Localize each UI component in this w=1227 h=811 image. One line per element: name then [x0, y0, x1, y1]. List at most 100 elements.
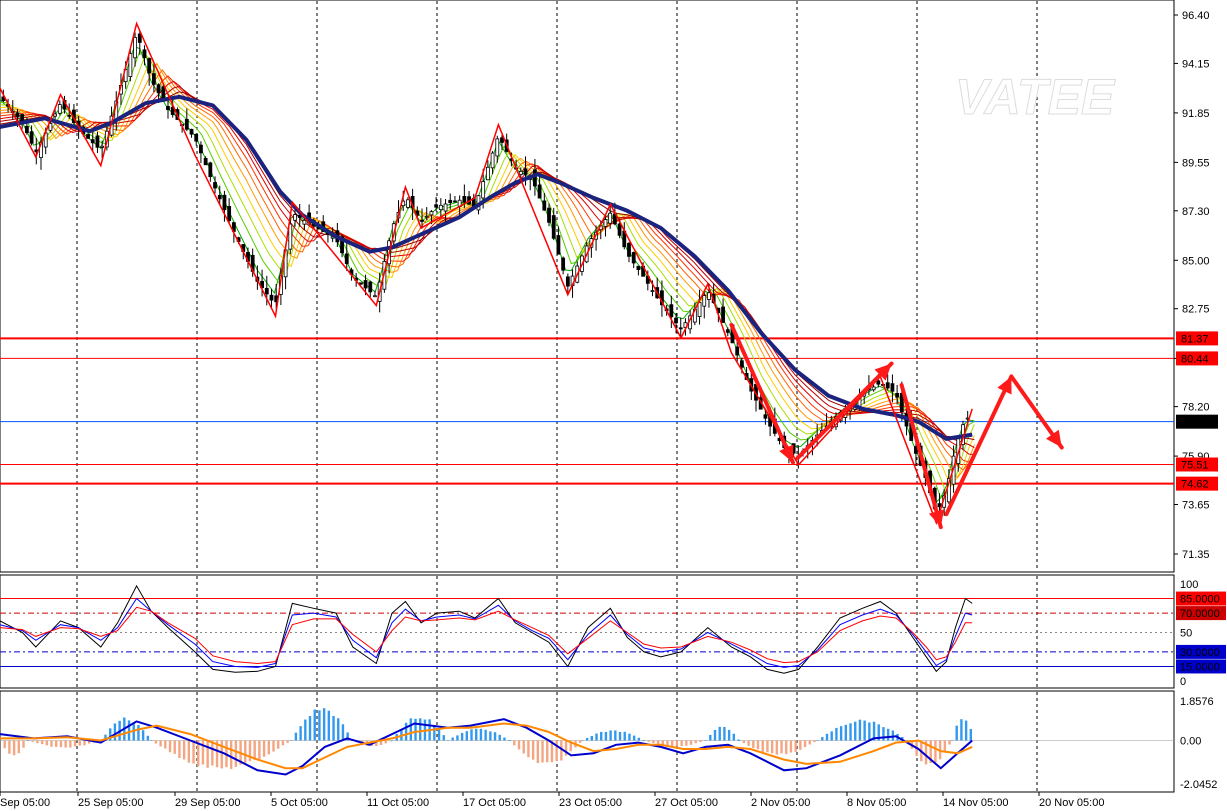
candle-body — [406, 199, 410, 208]
candle-body — [556, 235, 561, 255]
macd-histogram-bar — [825, 733, 829, 741]
candle-body — [937, 503, 942, 508]
price-label-text: 75.51 — [1181, 459, 1209, 471]
candle-body — [434, 204, 439, 208]
macd-histogram-bar — [770, 740, 774, 754]
macd-histogram-bar — [964, 720, 968, 741]
macd-histogram-bar — [164, 740, 167, 749]
macd-histogram-bar — [127, 720, 131, 741]
candle-body — [946, 478, 951, 503]
macd-histogram-bar — [31, 740, 34, 742]
macd-histogram-bar — [747, 740, 750, 746]
macd-histogram-bar — [600, 731, 603, 741]
macd-histogram-bar — [536, 740, 540, 764]
macd-histogram-bar — [154, 740, 158, 744]
candle-body — [669, 304, 674, 318]
arrow-head — [928, 509, 945, 528]
macd-histogram-bar — [159, 740, 162, 747]
macd-histogram-bar — [484, 729, 487, 741]
candle-body — [302, 219, 307, 225]
candle-body — [358, 282, 363, 285]
candle-body — [213, 182, 217, 189]
macd-histogram-bar — [267, 740, 270, 755]
price-tick-label: 89.55 — [1182, 157, 1210, 169]
stoch-label-box — [1176, 606, 1226, 621]
macd-histogram-bar — [104, 734, 107, 741]
macd-histogram-bar — [379, 740, 383, 745]
candle-body — [565, 276, 570, 287]
candle-body — [217, 195, 222, 200]
candle-body — [368, 281, 373, 293]
macd-histogram-bar — [64, 740, 67, 748]
candle-body — [735, 346, 740, 356]
macd-histogram-bar — [647, 740, 650, 742]
candle-body — [340, 236, 344, 254]
macd-histogram-bar — [332, 716, 335, 741]
macd-histogram-bar — [507, 740, 511, 741]
candle-body — [500, 137, 504, 143]
price-label-box — [1176, 414, 1218, 429]
price-tick-label: 82.75 — [1182, 304, 1210, 316]
macd-histogram-bar — [955, 725, 958, 741]
macd-histogram-bar — [59, 740, 63, 748]
zigzag-line — [0, 21, 973, 526]
candles — [1, 30, 970, 518]
macd-histogram-bar — [87, 740, 91, 744]
macd-histogram-bar — [248, 740, 252, 762]
price-tick-label: 96.40 — [1182, 10, 1210, 22]
macd-histogram-bar — [727, 729, 731, 741]
candle-body — [363, 280, 368, 289]
macd-histogram-bar — [192, 740, 195, 764]
macd-histogram-bar — [253, 740, 256, 760]
macd-histogram-bar — [327, 710, 331, 741]
macd-histogram-bar — [785, 740, 788, 755]
macd-panel[interactable] — [0, 690, 1175, 793]
macd-lines — [0, 718, 973, 776]
macd-histogram-bar — [675, 740, 679, 747]
candle-body — [95, 135, 100, 148]
macd-histogram-bar — [498, 734, 501, 741]
macd-histogram-bar — [661, 740, 665, 746]
macd-histogram-bar — [508, 740, 511, 742]
macd-histogram-bar — [286, 740, 289, 743]
stoch-tick-label: 100 — [1180, 579, 1198, 591]
price-tick-label: 94.15 — [1182, 58, 1210, 70]
arrow-shaft — [899, 383, 943, 530]
macd-histogram-bar — [299, 726, 302, 741]
candle-body — [871, 386, 876, 391]
macd-histogram-bar — [513, 740, 516, 746]
macd-histogram-bar — [73, 740, 77, 747]
arrow-head — [874, 363, 892, 381]
macd-histogram-bar — [642, 740, 646, 742]
macd-histogram-bar — [220, 740, 223, 769]
candle-body — [24, 125, 29, 134]
macd-histogram-bar — [844, 724, 848, 741]
candle-body — [184, 118, 189, 130]
stoch-label-box — [1176, 644, 1226, 659]
macd-histogram-bar — [637, 737, 641, 741]
candle-body — [551, 215, 556, 239]
macd-histogram-bar — [211, 740, 214, 766]
arrow-shaft — [729, 322, 795, 465]
candle-body — [876, 380, 881, 385]
candle-body — [617, 223, 622, 236]
price-label-text: 77.50 — [1181, 417, 1209, 429]
macd-histogram-bar — [604, 731, 608, 741]
price-tick-label: 71.35 — [1182, 549, 1210, 561]
macd-histogram-bar — [704, 740, 707, 742]
macd-histogram-bar — [839, 726, 843, 741]
macd-histogram-bar — [493, 732, 497, 741]
macd-histogram-bar — [187, 740, 191, 763]
macd-histogram-bar — [929, 740, 932, 764]
macd-histogram-bar — [813, 740, 816, 743]
stochastic-panel[interactable] — [0, 574, 1175, 689]
macd-histogram-bar — [69, 740, 72, 748]
candle-body — [721, 306, 725, 323]
arrow-head — [997, 376, 1012, 395]
stoch-series-line — [0, 597, 973, 668]
macd-histogram-bar — [83, 740, 86, 746]
price-panel[interactable]: VATEE — [0, 0, 1175, 573]
price-tick-label: 85.00 — [1182, 255, 1210, 267]
macd-histogram-bar — [50, 740, 53, 747]
macd-histogram-bar — [666, 740, 669, 746]
